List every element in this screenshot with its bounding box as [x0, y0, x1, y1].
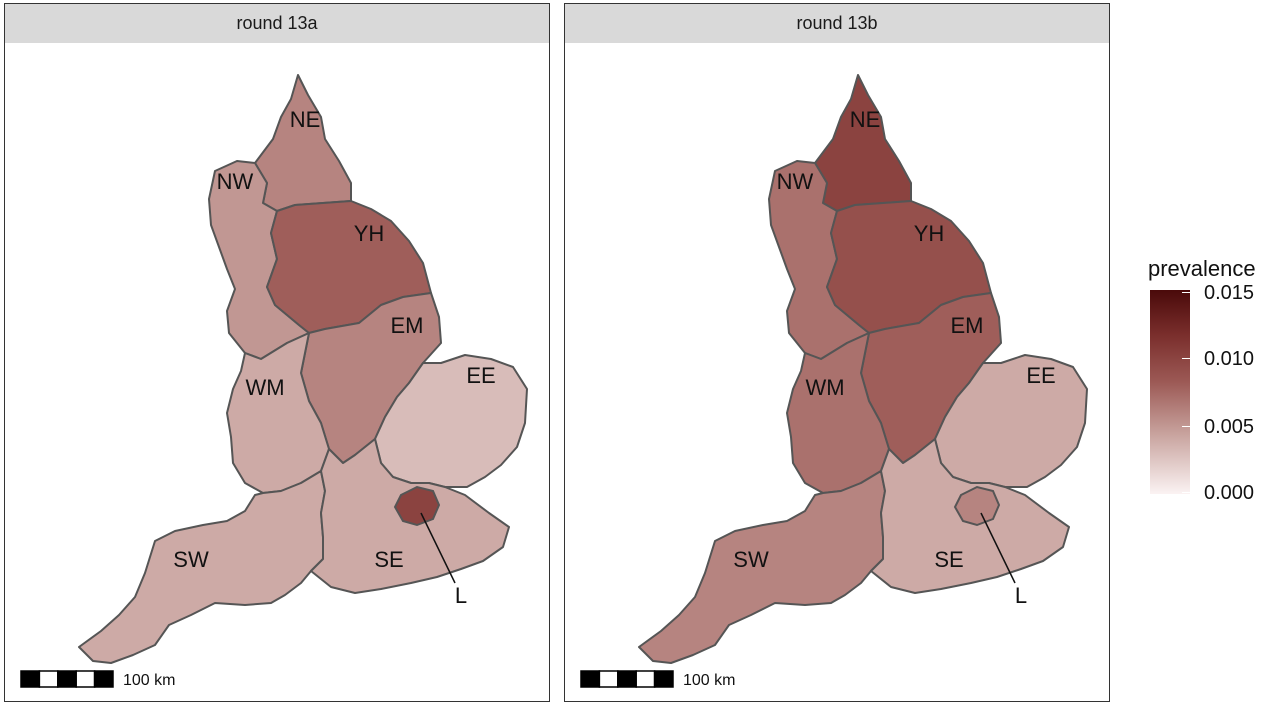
london-leader-line: [980, 512, 1016, 584]
region-label-sw: SW: [733, 547, 769, 572]
region-label-wm: WM: [805, 375, 844, 400]
region-ne: [254, 74, 352, 212]
region-label-yh: YH: [354, 221, 385, 246]
region-ne: [814, 74, 912, 212]
region-l: [953, 485, 1001, 527]
region-label-nw: NW: [217, 169, 254, 194]
region-label-l: L: [1015, 583, 1027, 608]
map-frame: NE NW YH EM WM EE SW SE L 100 km: [4, 43, 550, 702]
legend-tickmark: [1182, 426, 1190, 427]
panel-title: round 13a: [4, 3, 550, 44]
regions: [78, 74, 528, 664]
region-label-em: EM: [391, 313, 424, 338]
scale-bar: [580, 670, 674, 688]
england-map: NE NW YH EM WM EE SW SE L 100 km: [20, 74, 528, 689]
region-l: [393, 485, 441, 527]
region-label-ne: NE: [850, 107, 881, 132]
scale-bar-label: 100 km: [123, 672, 175, 689]
map-panel-round-13a: round 13a NE NW YH EM WM EE SW SE L 100 km: [4, 3, 550, 703]
region-label-se: SE: [934, 547, 963, 572]
london-leader-line: [420, 512, 456, 584]
region-label-nw: NW: [777, 169, 814, 194]
region-label-wm: WM: [245, 375, 284, 400]
scale-bar-label: 100 km: [683, 672, 735, 689]
map-frame: NE NW YH EM WM EE SW SE L 100 km: [564, 43, 1110, 702]
panel-title: round 13b: [564, 3, 1110, 44]
scale-bar: [20, 670, 114, 688]
legend-tickmark: [1182, 358, 1190, 359]
england-map: NE NW YH EM WM EE SW SE L 100 km: [580, 74, 1088, 689]
legend-tick-label: 0.015: [1204, 282, 1255, 304]
legend-tick-label: 0.010: [1204, 348, 1255, 370]
prevalence-legend: prevalence 0.015 0.010 0.005 0.000: [1146, 256, 1280, 516]
region-sw: [638, 470, 886, 664]
region-label-ee: EE: [1026, 363, 1055, 388]
regions: [638, 74, 1088, 664]
legend-title: prevalence: [1148, 256, 1256, 281]
map-panel-round-13b: round 13b NE NW YH EM WM EE SW SE L 100 km: [564, 3, 1110, 703]
region-sw: [78, 470, 326, 664]
region-label-yh: YH: [914, 221, 945, 246]
region-label-se: SE: [374, 547, 403, 572]
region-label-em: EM: [951, 313, 984, 338]
legend-tick-label: 0.005: [1204, 416, 1255, 438]
legend-colorbar: [1150, 290, 1190, 494]
region-label-l: L: [455, 583, 467, 608]
region-label-ne: NE: [290, 107, 321, 132]
legend-tickmark: [1182, 492, 1190, 493]
legend-tick-label: 0.000: [1204, 482, 1255, 504]
legend-tickmark: [1182, 292, 1190, 293]
region-label-sw: SW: [173, 547, 209, 572]
region-label-ee: EE: [466, 363, 495, 388]
